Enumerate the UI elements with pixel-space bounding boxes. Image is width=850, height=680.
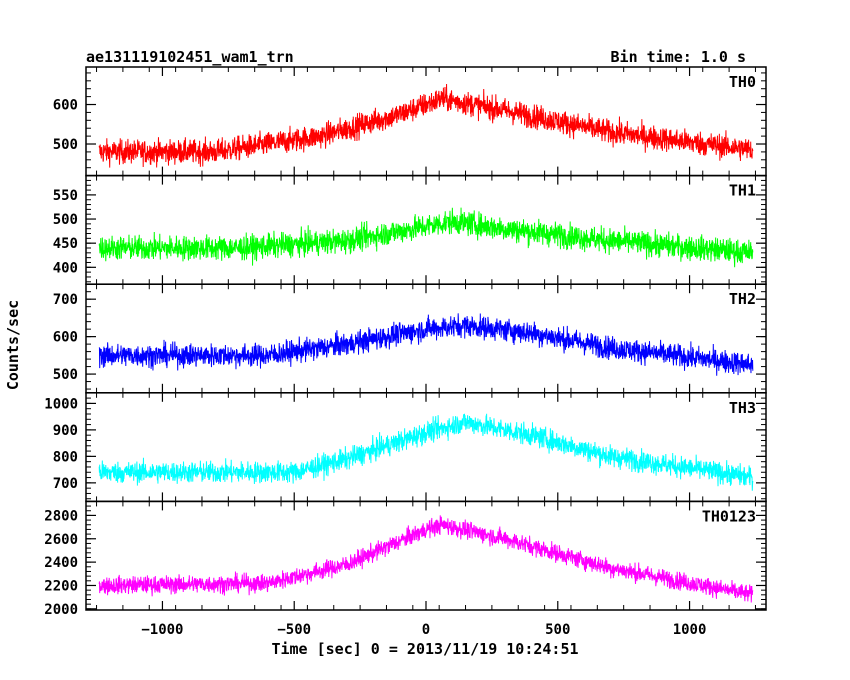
series-line-th3 (98, 413, 754, 491)
y-tick-label: 450 (53, 236, 78, 252)
panel-name-label: TH1 (729, 182, 756, 200)
series-line-th0123 (98, 515, 754, 603)
y-axis-label: Counts/sec (4, 300, 22, 390)
panel-frame (85, 283, 767, 394)
series-line-th2 (98, 313, 754, 376)
y-tick-label: 900 (53, 423, 78, 439)
panel-th3: 700 800 900 1000 TH3 (44, 392, 767, 503)
panel-frame (85, 392, 767, 503)
y-tick-label: 2600 (44, 532, 78, 548)
panel-name-label: TH2 (729, 290, 756, 308)
y-tick-label: 2400 (44, 555, 78, 571)
panels-group: 500 600 TH0 400 450 500 550 TH1 500 600 700 TH2 700 8… (44, 66, 767, 638)
y-tick-label: 700 (53, 476, 78, 492)
panel-name-label: TH0123 (702, 507, 756, 525)
y-tick-label: 1000 (44, 396, 78, 412)
y-tick-label: 500 (53, 137, 78, 153)
panel-name-label: TH3 (729, 399, 756, 417)
x-tick-label: −1000 (141, 622, 183, 638)
series-line-th1 (98, 207, 754, 268)
bin-time-label: Bin time: 1.0 s (611, 48, 746, 66)
y-tick-label: 2000 (44, 602, 78, 618)
y-tick-label: 600 (53, 98, 78, 114)
chart-title: ae131119102451_wam1_trn (86, 48, 294, 66)
y-tick-label: 500 (53, 367, 78, 383)
y-tick-label: 550 (53, 188, 78, 204)
y-tick-label: 500 (53, 212, 78, 228)
x-tick-label: 500 (545, 622, 570, 638)
y-tick-label: 800 (53, 449, 78, 465)
y-tick-label: 2800 (44, 508, 78, 524)
y-tick-label: 2200 (44, 578, 78, 594)
x-tick-label: 0 (422, 622, 430, 638)
panel-th1: 400 450 500 550 TH1 (53, 174, 767, 285)
panel-th2: 500 600 700 TH2 (53, 283, 767, 394)
panel-frame (85, 500, 767, 611)
y-tick-label: 600 (53, 330, 78, 346)
panel-name-label: TH0 (729, 73, 756, 91)
x-tick-label: 1000 (673, 622, 707, 638)
y-tick-label: 400 (53, 260, 78, 276)
y-tick-label: 700 (53, 292, 78, 308)
series-line-th0 (98, 83, 754, 168)
x-tick-label: −500 (277, 622, 311, 638)
x-axis-label: Time [sec] 0 = 2013/11/19 10:24:51 (271, 640, 578, 658)
panel-th0: 500 600 TH0 (53, 66, 767, 177)
panel-th0123: 2000 2200 2400 2600 2800 TH0123 (44, 500, 767, 618)
